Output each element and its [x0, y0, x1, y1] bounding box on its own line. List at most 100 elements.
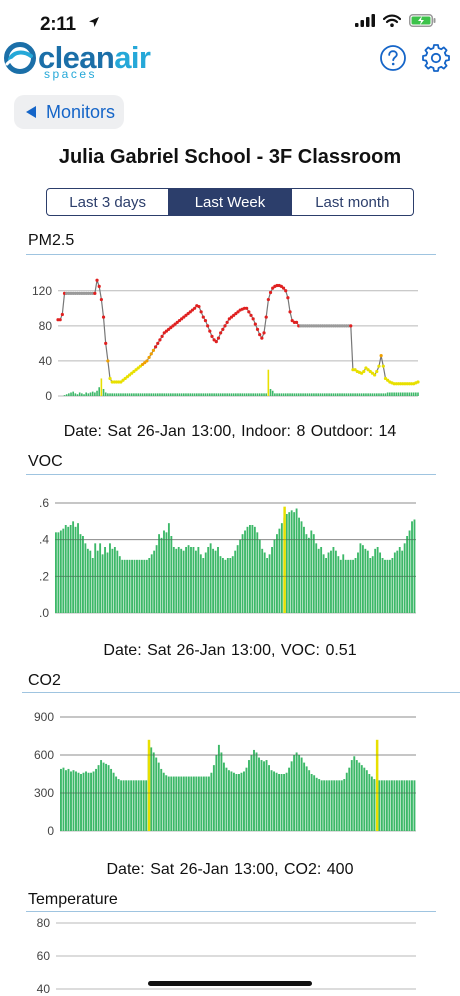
co2-bar [72, 770, 75, 831]
pm25-indoor-point [251, 317, 255, 321]
tab-last-month[interactable]: Last month [315, 193, 390, 211]
tab-last-week[interactable]: Last Week [169, 189, 292, 215]
pm25-outdoor-bar [161, 393, 163, 396]
pm25-outdoor-bar [293, 393, 296, 396]
pm25-readout: Date: Sat 26-Jan 13:00, Indoor: 8 Outdoo… [63, 423, 397, 440]
pm25-section: PM2.5 0 40 80 120 Date: Sat 26-Jan 13:00, I… [0, 232, 460, 447]
tab-last-3-days[interactable]: Last 3 days [47, 189, 170, 215]
voc-bar [342, 554, 345, 613]
pm25-indoor-point [97, 284, 101, 288]
pm25-outdoor-bar [85, 392, 87, 396]
co2-bar [200, 776, 203, 831]
temperature-chart[interactable]: 40 60 80 [0, 915, 460, 996]
voc-bar [396, 550, 399, 613]
pm25-outdoor-bar [284, 393, 287, 396]
voc-bar [347, 559, 350, 613]
pm25-outdoor-bar [254, 393, 257, 396]
pm25-indoor-point [232, 313, 236, 317]
pm25-outdoor-bar [295, 393, 298, 396]
co2-bar [343, 779, 346, 831]
help-button[interactable] [379, 44, 407, 72]
voc-bar [64, 525, 67, 613]
pm25-outdoor-bar [289, 393, 291, 396]
pm25-outdoor-bar [252, 393, 254, 396]
voc-bar [246, 526, 249, 613]
pm25-outdoor-bar [178, 393, 181, 396]
pm25-indoor-point [247, 310, 251, 314]
co2-bar [177, 776, 180, 831]
pm25-title: PM2.5 [28, 232, 75, 249]
co2-bar [320, 780, 323, 831]
voc-bar [388, 559, 391, 613]
pm25-indoor-point [125, 375, 129, 379]
co2-bar [293, 755, 296, 831]
co2-bar [102, 762, 105, 831]
pm25-outdoor-bar [68, 393, 70, 396]
voc-bar [276, 534, 278, 613]
pm25-indoor-point [169, 326, 173, 330]
pm25-indoor-point [127, 373, 132, 377]
voc-bar [239, 539, 242, 613]
temperature-tick-label: 60 [37, 949, 51, 963]
co2-bar [288, 767, 291, 831]
co2-chart[interactable]: 0 300 600 900 [0, 708, 460, 843]
pm25-outdoor-bar [117, 393, 120, 396]
pm25-indoor-point [262, 331, 266, 335]
co2-bar [67, 768, 70, 831]
settings-button[interactable] [422, 44, 450, 72]
voc-highlight-bar [283, 506, 286, 613]
co2-bar [122, 780, 125, 831]
pm25-outdoor-bar [297, 393, 300, 396]
voc-chart[interactable]: .0 .2 .4 .6 [0, 491, 460, 626]
voc-bar [266, 558, 269, 613]
pm25-outdoor-bar [328, 393, 330, 396]
voc-bar [82, 536, 84, 613]
pm25-indoor-point [253, 322, 257, 326]
back-button[interactable]: Monitors [14, 95, 124, 129]
pm25-outdoor-bar [241, 393, 244, 396]
voc-bar [214, 550, 217, 613]
co2-bar [313, 775, 316, 831]
co2-bar [353, 756, 356, 831]
co2-bar [250, 755, 253, 831]
pm25-indoor-point [212, 338, 216, 342]
voc-bar [55, 532, 57, 613]
pm25-outdoor-bar [326, 393, 328, 396]
back-button-label: Monitors [46, 101, 116, 122]
pm25-outdoor-bar [230, 393, 233, 396]
co2-bar [298, 755, 301, 831]
pm25-indoor-point [416, 380, 420, 384]
pm25-indoor-point [360, 371, 364, 375]
pm25-outdoor-bar [306, 393, 309, 396]
pm25-outdoor-bar [141, 393, 144, 396]
pm25-chart[interactable]: 0 40 80 120 [0, 272, 460, 412]
pm25-outdoor-bar [167, 393, 170, 396]
pm25-indoor-point [225, 320, 229, 324]
pm25-indoor-point [99, 297, 103, 302]
pm25-tick-label: 80 [39, 319, 53, 333]
voc-bar [278, 528, 281, 613]
co2-bar [187, 776, 190, 831]
pm25-outdoor-bar [367, 393, 369, 396]
pm25-outdoor-bar [135, 393, 137, 396]
co2-bar [385, 780, 388, 831]
co2-bar [395, 780, 398, 831]
pm25-divider [26, 254, 436, 255]
co2-bar [325, 780, 328, 831]
pm25-indoor-point [362, 369, 366, 374]
voc-bar [364, 548, 367, 613]
pm25-indoor-line [58, 279, 419, 385]
pm25-indoor-point [294, 320, 299, 324]
voc-bar [320, 547, 323, 613]
co2-bar [127, 780, 130, 831]
pm25-indoor-point [173, 322, 177, 326]
pm25-outdoor-bar [267, 369, 270, 396]
co2-tick-label: 600 [34, 748, 54, 762]
co2-bar [340, 780, 343, 831]
pm25-outdoor-bar [380, 393, 382, 396]
co2-bar [383, 780, 386, 831]
pm25-indoor-point [268, 290, 273, 295]
pm25-outdoor-bar [237, 393, 239, 396]
co2-tick-label: 0 [47, 824, 54, 838]
pm25-outdoor-bar [278, 393, 281, 396]
